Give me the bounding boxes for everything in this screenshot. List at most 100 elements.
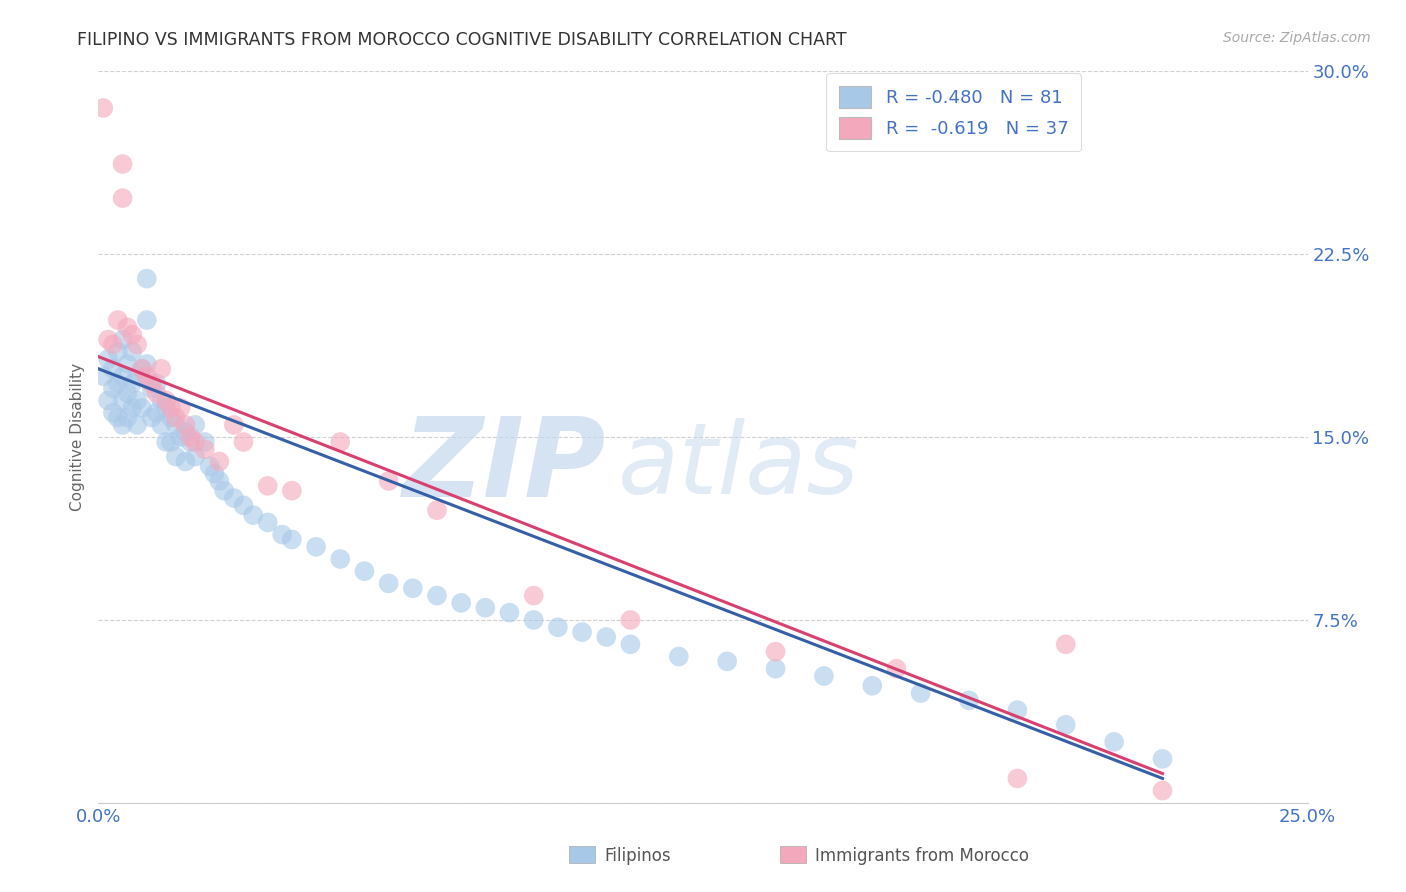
Point xyxy=(169,401,191,415)
Point xyxy=(886,662,908,676)
Point xyxy=(957,693,980,707)
Point xyxy=(571,625,593,640)
Point xyxy=(111,191,134,205)
Point xyxy=(107,410,129,425)
Point xyxy=(281,533,304,547)
Point xyxy=(160,401,183,415)
Point xyxy=(127,417,149,432)
Y-axis label: Cognitive Disability: Cognitive Disability xyxy=(69,363,84,511)
Point xyxy=(595,630,617,644)
Point xyxy=(117,357,139,371)
Point xyxy=(523,589,546,603)
Text: FILIPINO VS IMMIGRANTS FROM MOROCCO COGNITIVE DISABILITY CORRELATION CHART: FILIPINO VS IMMIGRANTS FROM MOROCCO COGN… xyxy=(77,31,846,49)
Point xyxy=(222,417,245,432)
Point xyxy=(179,430,201,444)
Point xyxy=(101,337,124,351)
Point xyxy=(329,434,352,449)
Point xyxy=(127,337,149,351)
Point xyxy=(198,459,221,474)
Point xyxy=(145,386,167,401)
Point xyxy=(121,401,143,415)
Point xyxy=(194,442,217,457)
Point xyxy=(1007,772,1029,786)
Point xyxy=(111,369,134,384)
Point xyxy=(765,645,787,659)
Point xyxy=(150,417,173,432)
Point xyxy=(145,406,167,420)
Point xyxy=(281,483,304,498)
Point xyxy=(135,271,157,285)
Point xyxy=(184,417,207,432)
Point xyxy=(111,157,134,171)
Text: ZIP: ZIP xyxy=(402,413,606,520)
Point xyxy=(141,381,163,395)
Point xyxy=(242,508,264,522)
Point xyxy=(208,454,231,468)
Text: atlas: atlas xyxy=(619,417,860,515)
Point xyxy=(1007,703,1029,717)
Point xyxy=(194,434,217,449)
Point xyxy=(329,552,352,566)
Point xyxy=(101,361,124,376)
Point xyxy=(141,410,163,425)
Point xyxy=(111,393,134,408)
Point xyxy=(111,333,134,347)
Point xyxy=(1152,752,1174,766)
Point xyxy=(498,606,520,620)
Point xyxy=(256,479,278,493)
Point xyxy=(160,434,183,449)
Point xyxy=(107,313,129,327)
Point xyxy=(353,564,375,578)
Point xyxy=(160,410,183,425)
Point xyxy=(174,425,197,440)
Point xyxy=(165,410,187,425)
Point xyxy=(155,393,177,408)
Point xyxy=(135,313,157,327)
Point xyxy=(121,327,143,342)
Point xyxy=(107,344,129,359)
Point xyxy=(135,357,157,371)
Point xyxy=(111,417,134,432)
Point xyxy=(155,401,177,415)
Point xyxy=(232,434,254,449)
Point xyxy=(1054,637,1077,651)
Point xyxy=(474,600,496,615)
Point xyxy=(619,637,641,651)
Point xyxy=(97,333,120,347)
Point xyxy=(402,581,425,595)
Point xyxy=(117,320,139,334)
Point xyxy=(1054,718,1077,732)
Point xyxy=(117,410,139,425)
Point xyxy=(91,101,114,115)
Point xyxy=(184,450,207,464)
Point xyxy=(169,430,191,444)
Point xyxy=(101,381,124,395)
Point xyxy=(1152,783,1174,797)
Point xyxy=(212,483,235,498)
Point xyxy=(271,527,294,541)
Point xyxy=(135,369,157,384)
Point xyxy=(141,376,163,391)
Point xyxy=(765,662,787,676)
Point xyxy=(377,576,399,591)
Point xyxy=(145,376,167,391)
Point xyxy=(107,376,129,391)
Point xyxy=(150,361,173,376)
Point xyxy=(377,474,399,488)
Point xyxy=(204,467,226,481)
Text: Source: ZipAtlas.com: Source: ZipAtlas.com xyxy=(1223,31,1371,45)
Point xyxy=(121,344,143,359)
Point xyxy=(97,352,120,367)
Point xyxy=(716,654,738,668)
Point xyxy=(208,474,231,488)
Point xyxy=(97,393,120,408)
Point xyxy=(91,369,114,384)
Point xyxy=(668,649,690,664)
Point xyxy=(165,450,187,464)
Point xyxy=(127,369,149,384)
FancyBboxPatch shape xyxy=(569,846,595,863)
Text: Immigrants from Morocco: Immigrants from Morocco xyxy=(815,847,1029,865)
Point xyxy=(1102,735,1125,749)
Point xyxy=(910,686,932,700)
Legend: R = -0.480   N = 81, R =  -0.619   N = 37: R = -0.480 N = 81, R = -0.619 N = 37 xyxy=(825,73,1081,152)
